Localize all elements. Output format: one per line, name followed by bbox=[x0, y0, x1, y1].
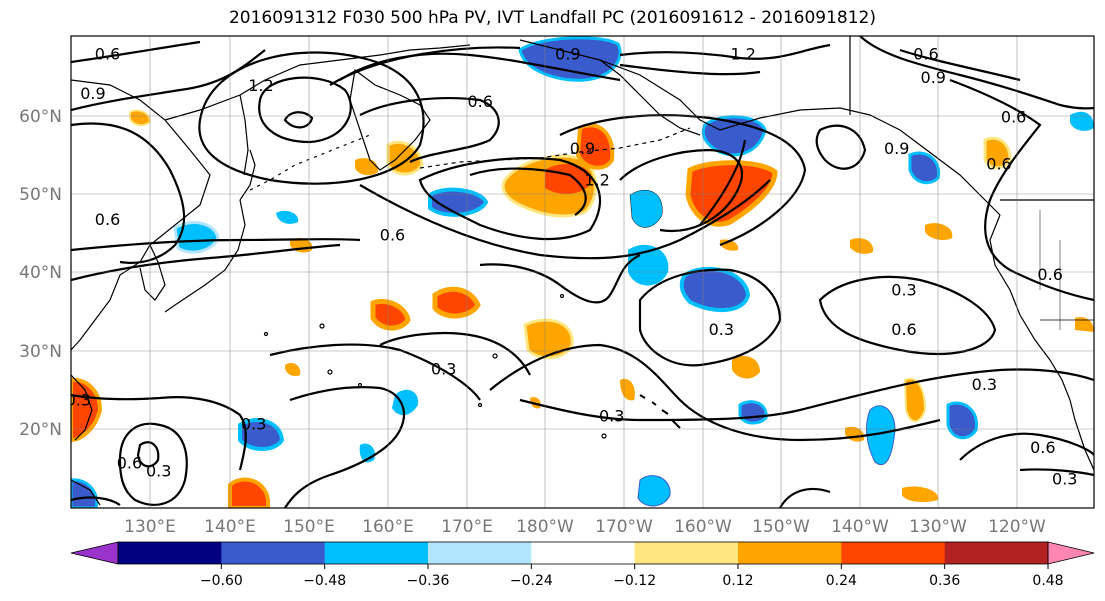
colorbar-extend-high bbox=[1047, 541, 1095, 565]
contour-label: 0.3 bbox=[146, 462, 171, 481]
contour-label: 0.6 bbox=[913, 45, 938, 64]
contour-labels: 0.60.9 1.20.60.9 1.2 0.60.90.60.91.20.90.60… bbox=[66, 45, 1077, 489]
colorbar-segment bbox=[324, 542, 429, 564]
colorbar-tick-label: −0.60 bbox=[200, 573, 243, 589]
contour-label: 0.6 bbox=[891, 320, 916, 339]
lat-label: 60°N bbox=[19, 107, 62, 127]
contour-label: 0.6 bbox=[380, 226, 405, 245]
lon-label: 150°E bbox=[283, 517, 335, 537]
colorbar-extend-low bbox=[70, 541, 119, 565]
lon-label: 140°W bbox=[831, 517, 889, 537]
contour-label: 0.6 bbox=[1037, 265, 1062, 284]
lon-label: 160°W bbox=[674, 517, 732, 537]
contour-label: 0.3 bbox=[66, 391, 91, 410]
contour-label: 0.6 bbox=[986, 155, 1011, 174]
lon-label: 130°E bbox=[124, 517, 176, 537]
colorbar-segment bbox=[841, 542, 946, 564]
contour-label: 0.3 bbox=[599, 406, 624, 425]
colorbar-tick-label: −0.12 bbox=[613, 573, 656, 589]
colorbar-tick-label: 0.24 bbox=[826, 573, 857, 589]
colorbar-segment bbox=[531, 542, 636, 564]
colorbar-tick-label: 0.36 bbox=[929, 573, 960, 589]
lat-label: 50°N bbox=[19, 185, 62, 205]
contour-label: 0.9 bbox=[555, 45, 580, 64]
lat-label: 40°N bbox=[19, 263, 62, 283]
lat-label: 30°N bbox=[19, 342, 62, 362]
lat-label: 20°N bbox=[19, 420, 62, 440]
contour-label: 1.2 bbox=[248, 76, 273, 95]
contour-label: 0.3 bbox=[1052, 469, 1077, 488]
contour-label: 0.9 bbox=[884, 139, 909, 158]
colorbar-segment bbox=[634, 542, 739, 564]
contour-label: 0.3 bbox=[891, 281, 916, 300]
colorbar-segment bbox=[944, 542, 1049, 564]
map-frame bbox=[70, 35, 1095, 509]
longitude-labels: 130°E 140°E 150°E 160°E 170°E 180°W 170°… bbox=[124, 517, 1046, 537]
contour-label: 0.6 bbox=[117, 454, 142, 473]
lon-label: 130°W bbox=[909, 517, 967, 537]
lon-label: 150°W bbox=[752, 517, 810, 537]
map-title: 2016091312 F030 500 hPa PV, IVT Landfall… bbox=[228, 8, 876, 28]
colorbar-ticks: −0.60 −0.48 −0.36 −0.24 −0.12 0.12 0.24 0.36 0.4… bbox=[200, 564, 1064, 589]
contour-label: 0.9 bbox=[80, 84, 105, 103]
contour-label: 0.6 bbox=[95, 45, 120, 64]
map-plot-area: 0.60.9 1.20.60.9 1.2 0.60.90.60.91.20.90.60… bbox=[66, 36, 1094, 508]
contour-label: 0.3 bbox=[709, 320, 734, 339]
contour-label: 0.6 bbox=[95, 210, 120, 229]
contour-label: 1.2 bbox=[584, 170, 609, 189]
lon-label: 140°E bbox=[204, 517, 256, 537]
lon-label: 160°E bbox=[362, 517, 414, 537]
contour-label: 0.6 bbox=[1030, 438, 1055, 457]
colorbar-segment bbox=[738, 542, 842, 564]
colorbar-segment bbox=[221, 542, 326, 564]
graticule bbox=[71, 36, 1094, 508]
contour-label: 0.9 bbox=[570, 139, 595, 158]
pv-contours bbox=[71, 36, 1094, 508]
colorbar-tick-label: −0.24 bbox=[510, 573, 553, 589]
shading-layer bbox=[71, 36, 1094, 508]
lon-label: 170°E bbox=[441, 517, 493, 537]
latitude-labels: 60°N 50°N 40°N 30°N 20°N bbox=[19, 107, 62, 440]
lon-label: 120°W bbox=[988, 517, 1046, 537]
coastlines bbox=[71, 36, 1094, 506]
contour-label: 0.3 bbox=[972, 375, 997, 394]
contour-label: 1.2 bbox=[731, 45, 756, 64]
contour-label: 0.9 bbox=[921, 68, 946, 87]
lon-label: 170°W bbox=[595, 517, 653, 537]
colorbar-tick-label: 0.12 bbox=[722, 573, 753, 589]
contour-label: 0.6 bbox=[1001, 108, 1026, 127]
contour-label: 0.6 bbox=[467, 92, 492, 111]
colorbar-tick-label: −0.36 bbox=[407, 573, 450, 589]
colorbar-segment bbox=[118, 542, 222, 564]
colorbar-tick-label: −0.48 bbox=[303, 573, 346, 589]
colorbar-segment bbox=[428, 542, 532, 564]
contour-label: 0.3 bbox=[241, 414, 266, 433]
contour-label: 0.3 bbox=[431, 359, 456, 378]
colorbar bbox=[70, 541, 1095, 565]
colorbar-tick-label: 0.48 bbox=[1032, 573, 1063, 589]
lon-label: 180°W bbox=[516, 517, 574, 537]
